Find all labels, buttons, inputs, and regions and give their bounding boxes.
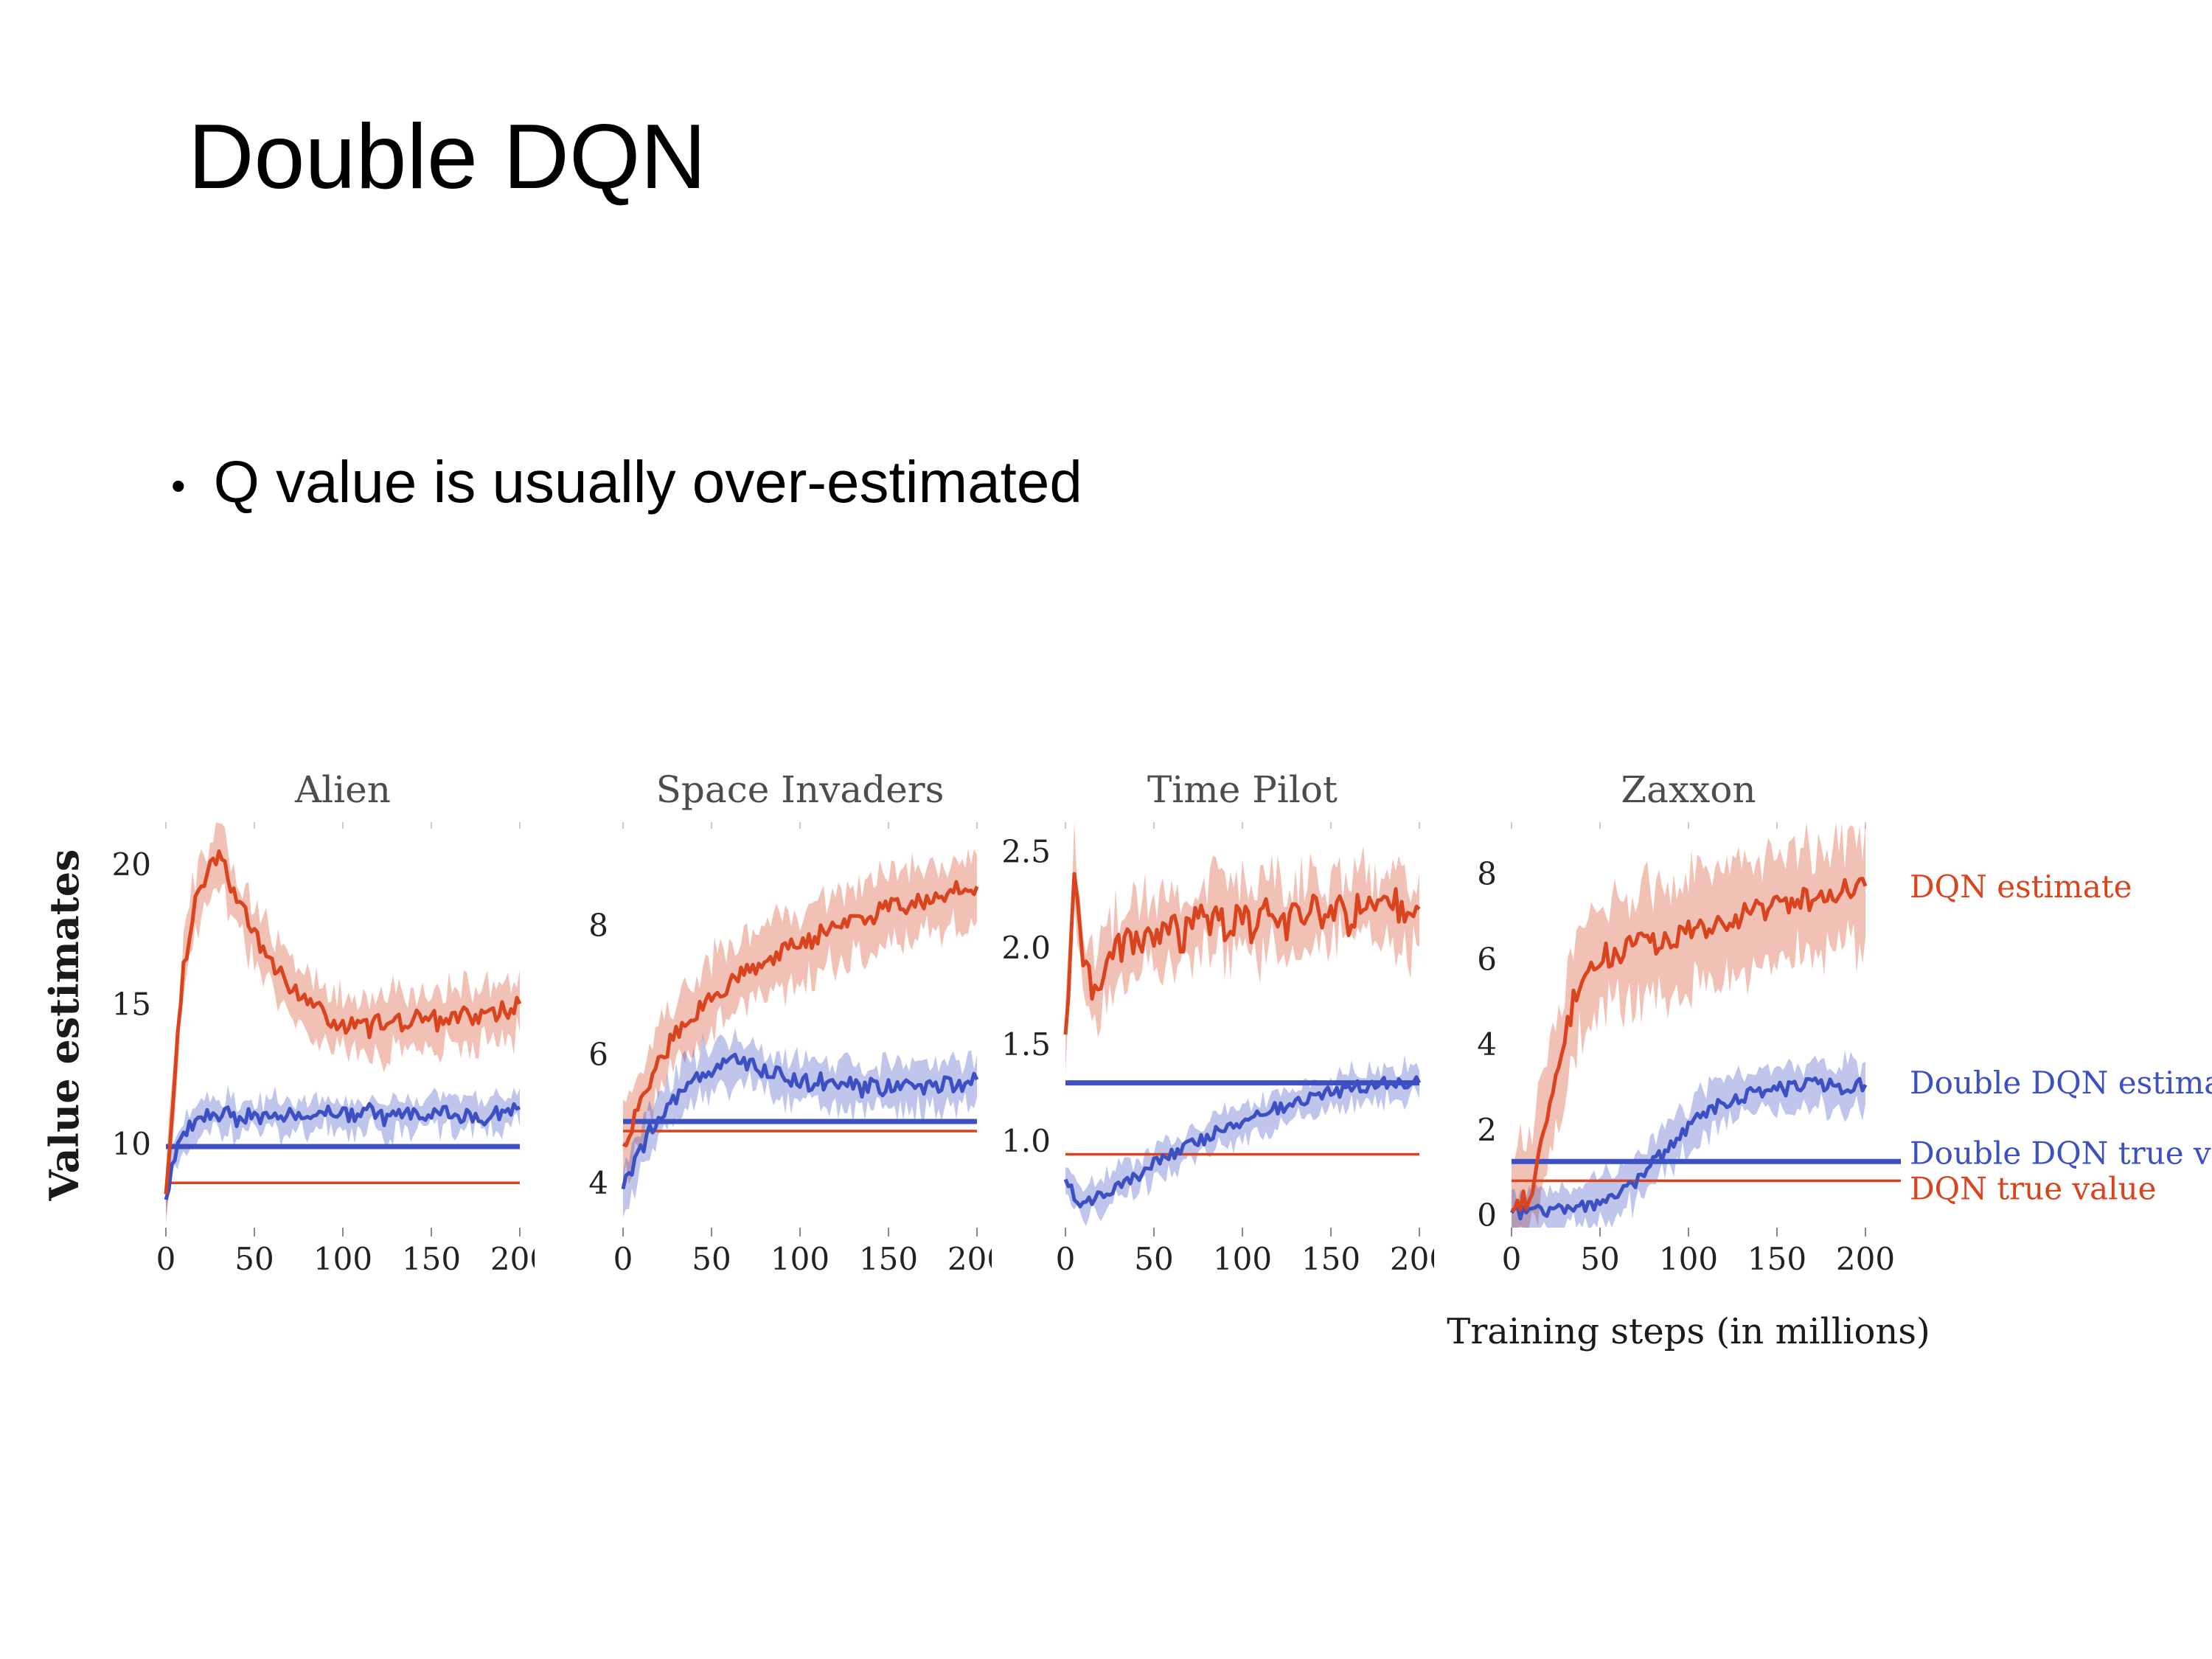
x-tick-label: 100 (771, 1241, 830, 1277)
ddqn-estimate-line (1063, 1075, 1422, 1208)
dqn-estimate-line (1511, 877, 1868, 1213)
x-tick-label: 0 (1056, 1241, 1076, 1277)
x-tick-label: 150 (402, 1241, 461, 1277)
dqn-estimate-line (164, 849, 522, 1194)
dqn-band (1065, 822, 1419, 1074)
ddqn-estimate-line (621, 1052, 979, 1190)
x-tick-label: 0 (1502, 1241, 1522, 1277)
x-tick-label: 50 (234, 1241, 274, 1277)
chart-svg-alien: 0 50 100 150 200 10 15 20 Alien (112, 768, 550, 1277)
x-tick-label: 50 (1580, 1241, 1619, 1277)
ddqn-band (1512, 1050, 1865, 1228)
x-tick-label: 150 (1747, 1241, 1806, 1277)
y-tick-label: 1.5 (1001, 1026, 1051, 1062)
x-axis-label: Training steps (in millions) (1447, 1311, 1930, 1352)
chart-space-invaders: 050100150200468Space Invaders (535, 767, 1006, 1293)
y-tick-label: 6 (1477, 941, 1497, 977)
legend-label-dqn-estimate: DQN estimate (1910, 869, 2132, 905)
chart-svg-space-invaders: 050100150200468Space Invaders (588, 768, 1006, 1277)
x-tick-label: 100 (1659, 1241, 1718, 1277)
y-tick-label: 8 (1477, 855, 1497, 891)
ddqn-band (1065, 1054, 1419, 1226)
chart-title-time-pilot: Time Pilot (1147, 768, 1338, 811)
y-tick-label: 10 (112, 1126, 151, 1162)
y-tick-label: 2 (1477, 1112, 1497, 1148)
y-tick-label: 8 (588, 908, 608, 944)
x-tick-label: 100 (313, 1241, 372, 1277)
chart-title-space-invaders: Space Invaders (656, 768, 945, 811)
y-tick-label: 2.0 (1001, 930, 1051, 966)
x-tick-label: 200 (1836, 1241, 1895, 1277)
x-tick-label: 50 (692, 1241, 731, 1277)
y-tick-label: 1.0 (1001, 1123, 1051, 1159)
ddqn-estimate-line (1509, 1076, 1868, 1221)
y-tick-label: 6 (588, 1036, 608, 1072)
ddqn-estimate-line (164, 1102, 521, 1200)
chart-svg-zaxxon: 0 50 100 150 200 0 2 4 6 8 Zaxxon DQN estimate Doubl… (1477, 768, 2212, 1277)
dqn-band (1512, 822, 1865, 1228)
x-tick-label: 150 (859, 1241, 918, 1277)
y-tick-label: 0 (1477, 1197, 1497, 1234)
chart-title-zaxxon: Zaxxon (1621, 768, 1756, 811)
charts-row: 050100150200101520Alien050100150200468Sp… (44, 767, 2212, 1430)
x-tick-label: 200 (490, 1241, 535, 1277)
legend-label-double-dqn-estimate: Double DQN estimate (1910, 1065, 2212, 1101)
figure: Value estimates 050100150200101520Alien0… (41, 767, 2212, 1430)
x-tick-label: 150 (1301, 1241, 1360, 1277)
dqn-estimate-line (1063, 872, 1421, 1035)
bullet-icon: • (171, 462, 186, 509)
chart-title-alien: Alien (294, 768, 391, 811)
ddqn-band (166, 1085, 520, 1215)
slide-title: Double DQN (188, 106, 706, 208)
bullet-item: • Q value is usually over-estimated (171, 448, 1082, 516)
y-tick-label: 15 (112, 987, 151, 1023)
x-tick-label: 50 (1134, 1241, 1173, 1277)
y-tick-label: 4 (588, 1165, 608, 1201)
chart-alien: 0 50 100 150 200 10 15 20 Alien (77, 767, 550, 1293)
x-tick-label: 100 (1213, 1241, 1272, 1277)
x-tick-label: 0 (156, 1241, 176, 1277)
chart-zaxxon: 0 50 100 150 200 0 2 4 6 8 Zaxxon DQN estimate Doubl… (1423, 767, 2212, 1293)
legend-label-dqn-true-value: DQN true value (1910, 1171, 2157, 1207)
dqn-band (623, 849, 977, 1184)
y-tick-label: 20 (112, 846, 151, 883)
legend-label-double-dqn-true-value: Double DQN true value (1910, 1135, 2212, 1172)
y-tick-label: 2.5 (1001, 833, 1051, 869)
bullet-text: Q value is usually over-estimated (213, 449, 1082, 515)
y-tick-label: 4 (1477, 1026, 1497, 1062)
x-tick-label: 0 (613, 1241, 633, 1277)
dqn-estimate-line (622, 880, 979, 1148)
